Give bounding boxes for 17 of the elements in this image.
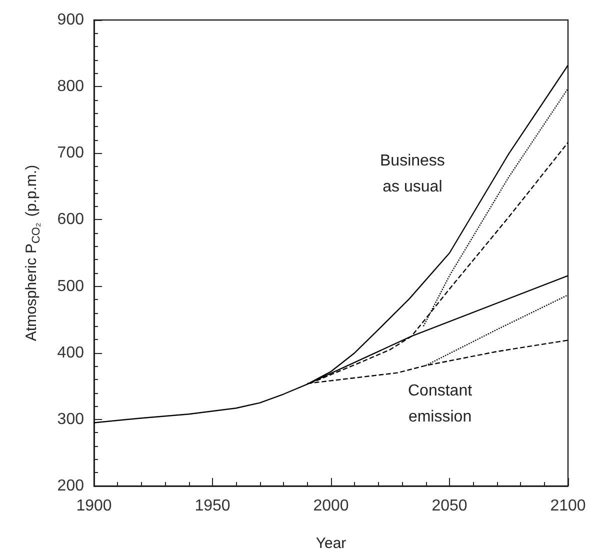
annotation: Business as usual xyxy=(380,152,445,196)
x-axis-title: Year xyxy=(316,535,346,552)
y-tick-label: 900 xyxy=(57,12,84,28)
x-tick-label: 1900 xyxy=(76,498,112,514)
annotation: Constant emission xyxy=(408,382,473,426)
y-tick-label: 200 xyxy=(57,478,84,494)
y-tick-label: 400 xyxy=(57,344,84,362)
y-tick-label: 500 xyxy=(57,278,84,295)
y-tick-label: 600 xyxy=(57,211,84,228)
y-tick-label: 800 xyxy=(57,78,84,96)
y-tick-label: 300 xyxy=(57,410,84,428)
x-tick-label: 2050 xyxy=(432,498,468,514)
x-tick-label: 2000 xyxy=(313,498,349,514)
x-tick-label: 2100 xyxy=(550,498,586,514)
x-tick-label: 1950 xyxy=(194,498,230,514)
y-tick-label: 700 xyxy=(57,144,84,162)
y-axis-title: Atmospheric PCO₂ (p.p.m.) xyxy=(23,164,42,342)
